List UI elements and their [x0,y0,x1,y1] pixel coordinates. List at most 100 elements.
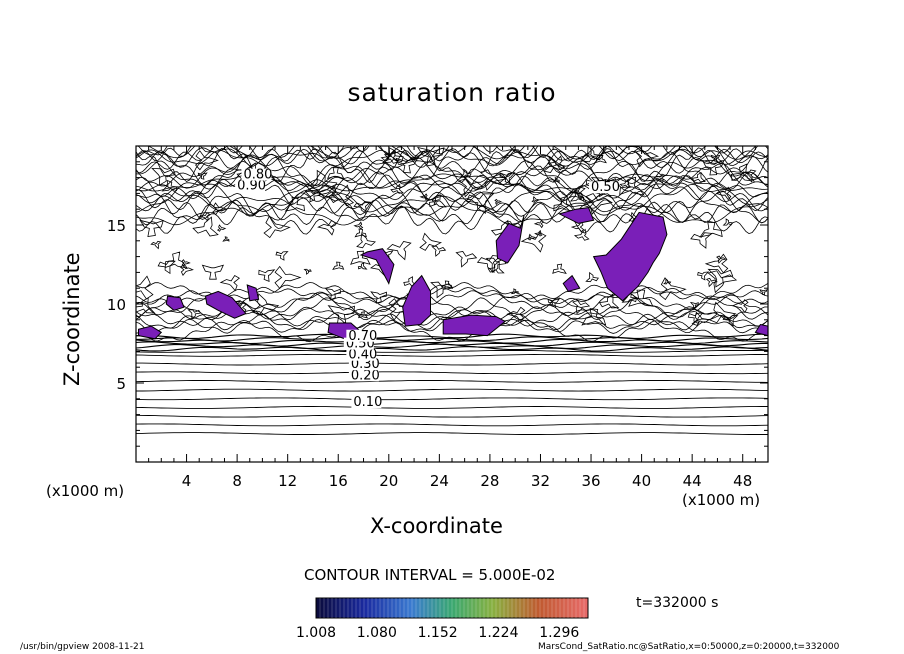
supersaturated-region [592,211,668,302]
contour-eddy [431,245,447,257]
contour-eddy [136,297,156,314]
contour-label: 0.50 [591,180,620,195]
contour-line [136,292,768,317]
x-tick-label: 8 [232,472,242,490]
supersaturated-region [442,314,507,337]
contour-eddy [354,228,367,238]
supersaturated-region [138,325,163,340]
supersaturated-region [246,284,260,302]
contour-eddy [357,262,368,270]
contour-eddy [198,212,211,222]
supersaturated-region [754,323,768,337]
contour-line [136,371,768,375]
contour-eddy [161,179,178,192]
contour-label: 0.20 [351,368,380,383]
contour-line [136,380,768,383]
contour-eddy [459,168,472,178]
contour-eddy [251,293,280,315]
contour-eddy [487,260,505,274]
contour-line [136,171,768,201]
contour-eddy [710,154,721,162]
contour-lines [136,146,768,435]
contour-line [136,432,768,435]
colorbar-label: 1.152 [418,625,458,641]
contour-eddy [652,173,666,184]
supersaturated-region [359,248,395,285]
contour-eddy [395,157,419,174]
contour-eddy [547,298,561,308]
contour-line [136,362,768,366]
x-unit-left: (x1000 m) [46,482,125,500]
contour-eddy [327,305,355,326]
contour-eddy [263,215,291,239]
contour-label-bg [241,168,272,181]
supersaturated-region [402,274,431,327]
contour-eddy [358,311,369,319]
contour-eddy [690,232,713,249]
colorbar-stripes [319,598,585,618]
contour-line [148,146,757,160]
contour-eddy [552,263,567,275]
contour-line [136,423,768,427]
contour-eddy [317,219,337,236]
contour-eddy [699,220,723,238]
contour-eddy [707,268,734,288]
contour-eddy [187,309,202,320]
supersaturated-region [204,290,247,319]
x-axis: 4 8 12 16 20 24 28 32 36 40 44 48 [135,146,769,490]
contour-eddy [494,198,503,206]
x-tick-label: 4 [182,472,192,490]
contour-eddy [730,163,756,182]
contour-line [136,290,768,310]
contour-line [136,195,768,226]
contour-eddy [440,280,454,289]
x-tick-label: 32 [531,472,550,490]
contour-line [136,397,768,401]
contour-eddy [419,232,443,251]
contour-eddy [569,190,585,202]
contour-eddy [386,241,412,261]
contour-eddy [534,229,543,237]
contour-label: 0.40 [348,348,377,363]
contour-eddy [506,306,526,323]
contour-eddy [179,264,194,276]
contour-eddy [212,202,228,216]
contour-eddy [619,176,645,196]
contour-eddy [663,278,672,285]
contour-line [136,336,768,342]
footer-command: /usr/bin/gpview 2008-11-21 [20,642,145,652]
colorbar-gradient [315,597,589,619]
contour-label-bg [351,396,382,409]
contour-label-bg [348,369,379,382]
contour-line [136,146,732,160]
contour-eddy [731,299,749,314]
contour-eddy [458,178,484,198]
colorbar: 1.008 1.080 1.152 1.224 1.296 [296,597,589,641]
x-tick-label: 28 [480,472,499,490]
contour-line [136,149,768,167]
contour-eddy [455,251,478,268]
contour-line [136,179,768,213]
contour-line [136,201,768,226]
contour-eddy [633,146,660,168]
contour-eddy [275,251,289,261]
footer-source: MarsCond_SatRatio.nc@SatRatio,x=0:50000,… [538,642,840,652]
contour-eddy [595,154,607,164]
contour-eddy [585,193,613,215]
x-tick-label: 20 [379,472,398,490]
contour-eddy [430,281,453,299]
contour-eddy [429,194,447,208]
y-tick-label: 5 [116,375,126,393]
x-axis-label: X-coordinate [370,514,503,538]
contour-line [136,199,768,235]
contour-eddy [380,149,400,164]
contour-eddy [274,265,302,290]
contour-labels: 0.100.200.300.400.500.700.500.900.80 [235,168,620,410]
contour-interval-text: CONTOUR INTERVAL = 5.000E-02 [304,566,556,584]
x-tick-label: 44 [683,472,702,490]
contour-eddy [192,216,219,237]
contour-eddy [216,224,227,232]
contour-eddy [417,146,445,167]
contour-label-bg [348,358,379,371]
